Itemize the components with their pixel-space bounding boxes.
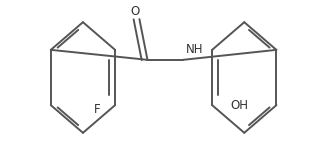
Text: F: F bbox=[94, 103, 101, 116]
Text: OH: OH bbox=[230, 99, 248, 112]
Text: O: O bbox=[130, 5, 139, 18]
Text: NH: NH bbox=[186, 43, 204, 56]
